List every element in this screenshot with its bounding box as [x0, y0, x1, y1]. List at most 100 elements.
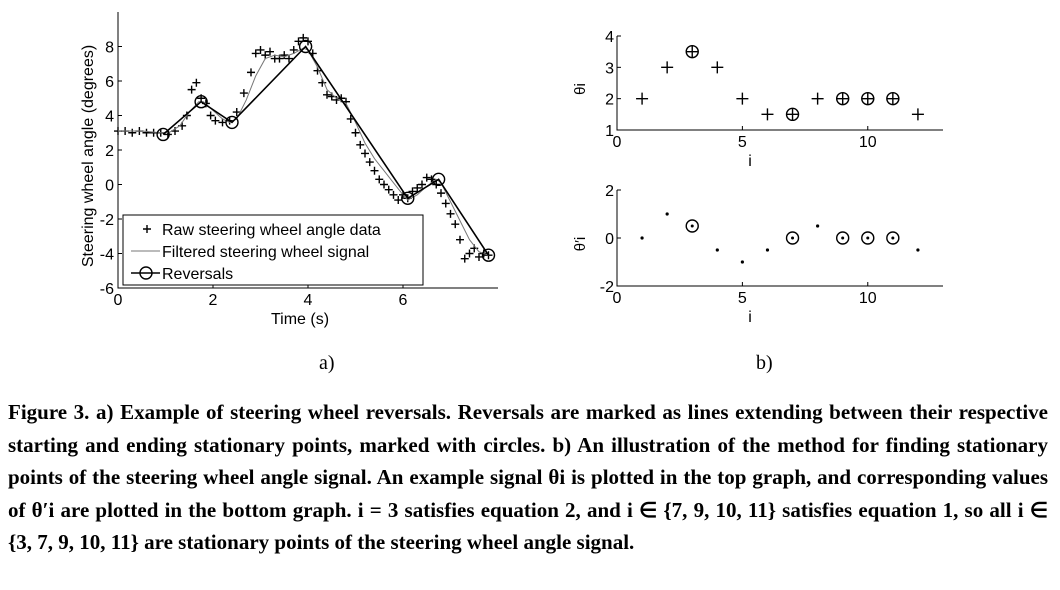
raw-data-point	[394, 196, 403, 205]
panel-a-ytick-label: 4	[105, 109, 114, 126]
panel-b-bottom-circle-point	[861, 231, 875, 245]
raw-data-point	[142, 128, 151, 137]
panel-b-top-xtick-label: 5	[738, 134, 747, 151]
raw-data-point	[239, 89, 248, 98]
panel-b-bottom-xlabel: i	[748, 309, 752, 326]
panel-b-top-plus-point	[861, 92, 874, 105]
raw-data-point	[218, 118, 227, 127]
panel-b-top-plus-point	[911, 108, 924, 121]
raw-data-point	[261, 51, 270, 60]
reversal-point	[225, 115, 239, 130]
panel-b-top-ylabel: θi	[572, 83, 589, 95]
panel-b-bottom-dot-point	[665, 212, 669, 216]
raw-data-point	[232, 108, 241, 117]
raw-data-point	[351, 128, 360, 137]
raw-data-point	[465, 249, 474, 258]
legend-reversals-label: Reversals	[162, 266, 233, 283]
raw-data-point	[187, 85, 196, 94]
raw-data-point	[441, 199, 450, 208]
panel-a-ytick-label: 0	[105, 178, 114, 195]
raw-data-point	[206, 111, 215, 120]
panel-b-bottom-circle-point	[785, 231, 800, 245]
panel-b-bottom-circle-center	[791, 236, 795, 240]
raw-data-point	[446, 209, 455, 218]
panel-b-bottom-ytick-label: 2	[605, 183, 614, 200]
panel-a-ytick-label: -2	[100, 212, 114, 229]
raw-data-point	[356, 140, 365, 149]
reversal-point	[194, 94, 208, 109]
panel-b-top-plus-point	[686, 45, 699, 58]
panel-b-bottom-dot-point	[816, 224, 820, 228]
raw-data-point	[289, 45, 298, 54]
legend-reversals-marker	[139, 266, 153, 280]
panel-b-bottom-dot-point	[740, 260, 744, 264]
legend-raw-marker	[143, 225, 151, 233]
panel-b-top-plus-point	[761, 108, 774, 121]
panel-b-bottom-circle-point	[835, 231, 850, 245]
panel-b-top-circle-point	[685, 44, 699, 59]
panel-b-label: b)	[756, 352, 773, 374]
panel-b-bottom-dot-point	[640, 236, 644, 240]
raw-data-point	[192, 78, 201, 87]
panel-b-bottom-xtick-label: 10	[859, 290, 877, 307]
raw-data-point	[251, 49, 260, 58]
reversal-point	[156, 127, 170, 142]
panel-b-bottom-ytick-label: -2	[600, 279, 614, 296]
panel-b-bottom-xtick-label: 5	[738, 290, 747, 307]
panel-b-top-plus-point	[661, 61, 674, 74]
panel-a-ytick-label: 8	[105, 40, 114, 57]
raw-data-point	[456, 235, 464, 244]
raw-data-point	[451, 220, 460, 229]
raw-data-point	[389, 190, 398, 199]
panel-b-top-plus-point	[811, 92, 824, 105]
panel-b-bottom-dot-point	[765, 248, 770, 252]
panel-b-top-plus-point	[711, 61, 724, 74]
panel-b-bottom-ylabel: θ′i	[572, 237, 589, 252]
panel-b-top-plus-point	[836, 92, 849, 105]
raw-data-point	[285, 54, 293, 63]
raw-data-point	[280, 51, 289, 60]
panel-b-bottom-dot-point	[916, 248, 920, 252]
panel-b-bottom-circle-point	[685, 219, 699, 233]
raw-data-point	[370, 166, 379, 175]
panel-a-ytick-label: -6	[100, 281, 114, 298]
raw-data-point	[437, 189, 445, 198]
panel-b-top-plus-point	[736, 92, 749, 105]
panel-b-top-ytick-label: 4	[605, 29, 614, 46]
raw-data-point	[211, 116, 220, 125]
panel-a-xtick-label: 4	[304, 292, 313, 309]
raw-data-point	[318, 78, 327, 87]
raw-data-point	[375, 175, 384, 184]
panel-a-ytick-label: -4	[100, 247, 114, 264]
legend-raw-label: Raw steering wheel angle data	[162, 222, 381, 239]
raw-data-point	[427, 175, 436, 184]
reversal-point	[481, 248, 496, 262]
legend-filtered-label: Filtered steering wheel signal	[162, 244, 369, 261]
reversals-line	[162, 45, 490, 256]
panel-b-top-circle-point	[886, 91, 900, 106]
panel-b-top-xlabel: i	[748, 153, 752, 170]
raw-data-point	[266, 47, 274, 56]
panel-b-top-circle-point	[861, 91, 875, 106]
panel-b-bottom-circle-center	[866, 236, 870, 240]
raw-data-point	[361, 149, 369, 158]
panel-a-xtick-label: 2	[209, 292, 218, 309]
raw-data-point	[413, 183, 422, 192]
panel-a-xtick-label: 6	[399, 292, 408, 309]
panel-b-top-xtick-label: 10	[859, 134, 877, 151]
raw-data-point	[380, 180, 388, 189]
panel-b-bottom-dot-point	[715, 248, 719, 252]
panel-b-bottom-circle-center	[891, 236, 895, 240]
panel-b-top-circle-point	[785, 107, 800, 122]
figure-caption: Figure 3. a) Example of steering wheel r…	[8, 400, 1048, 554]
panel-a-ytick-label: 6	[105, 74, 114, 91]
raw-data-point	[418, 180, 426, 189]
raw-data-point	[365, 158, 374, 167]
reversal-point	[401, 191, 415, 206]
raw-data-point	[422, 173, 431, 182]
panel-a-xtick-label: 0	[114, 292, 123, 309]
panel-b-bottom-circle-center	[841, 236, 845, 240]
panel-b-bottom-circle-center	[690, 224, 694, 228]
panel-b-top-plus-point	[786, 108, 799, 121]
raw-data-point	[294, 37, 303, 46]
